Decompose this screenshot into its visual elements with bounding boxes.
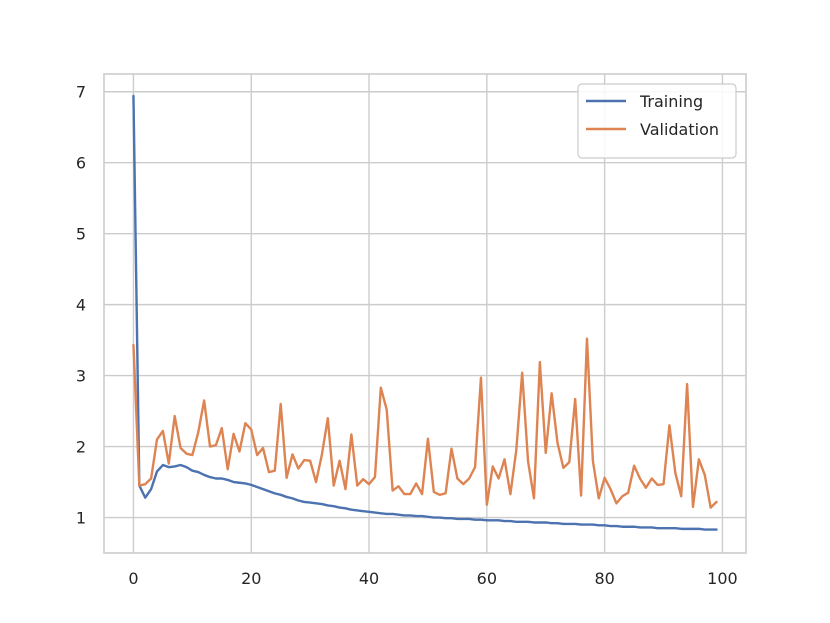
y-tick-label: 1	[76, 509, 86, 528]
y-tick-label: 6	[76, 154, 86, 173]
y-tick-label: 3	[76, 367, 86, 386]
x-tick-label: 60	[477, 569, 497, 588]
series-line-training	[132, 94, 718, 531]
y-tick-label: 5	[76, 225, 86, 244]
x-tick-label: 20	[241, 569, 261, 588]
legend-label-training: Training	[639, 92, 703, 111]
series-layer	[132, 94, 718, 531]
x-tick-label: 40	[359, 569, 379, 588]
y-tick-labels: 1 2 3 4 5 6 7	[76, 83, 86, 528]
x-tick-label: 100	[707, 569, 738, 588]
legend: Training Validation	[577, 83, 737, 159]
x-tick-label: 80	[594, 569, 614, 588]
legend-box	[577, 83, 737, 159]
y-tick-label: 7	[76, 83, 86, 102]
plot-frame	[103, 73, 747, 554]
series-line-validation	[132, 337, 718, 509]
x-tick-labels: 0 20 40 60 80 100	[128, 569, 737, 588]
y-tick-label: 4	[76, 296, 86, 315]
x-tick-label: 0	[128, 569, 138, 588]
y-tick-label: 2	[76, 438, 86, 457]
legend-label-validation: Validation	[640, 120, 719, 139]
